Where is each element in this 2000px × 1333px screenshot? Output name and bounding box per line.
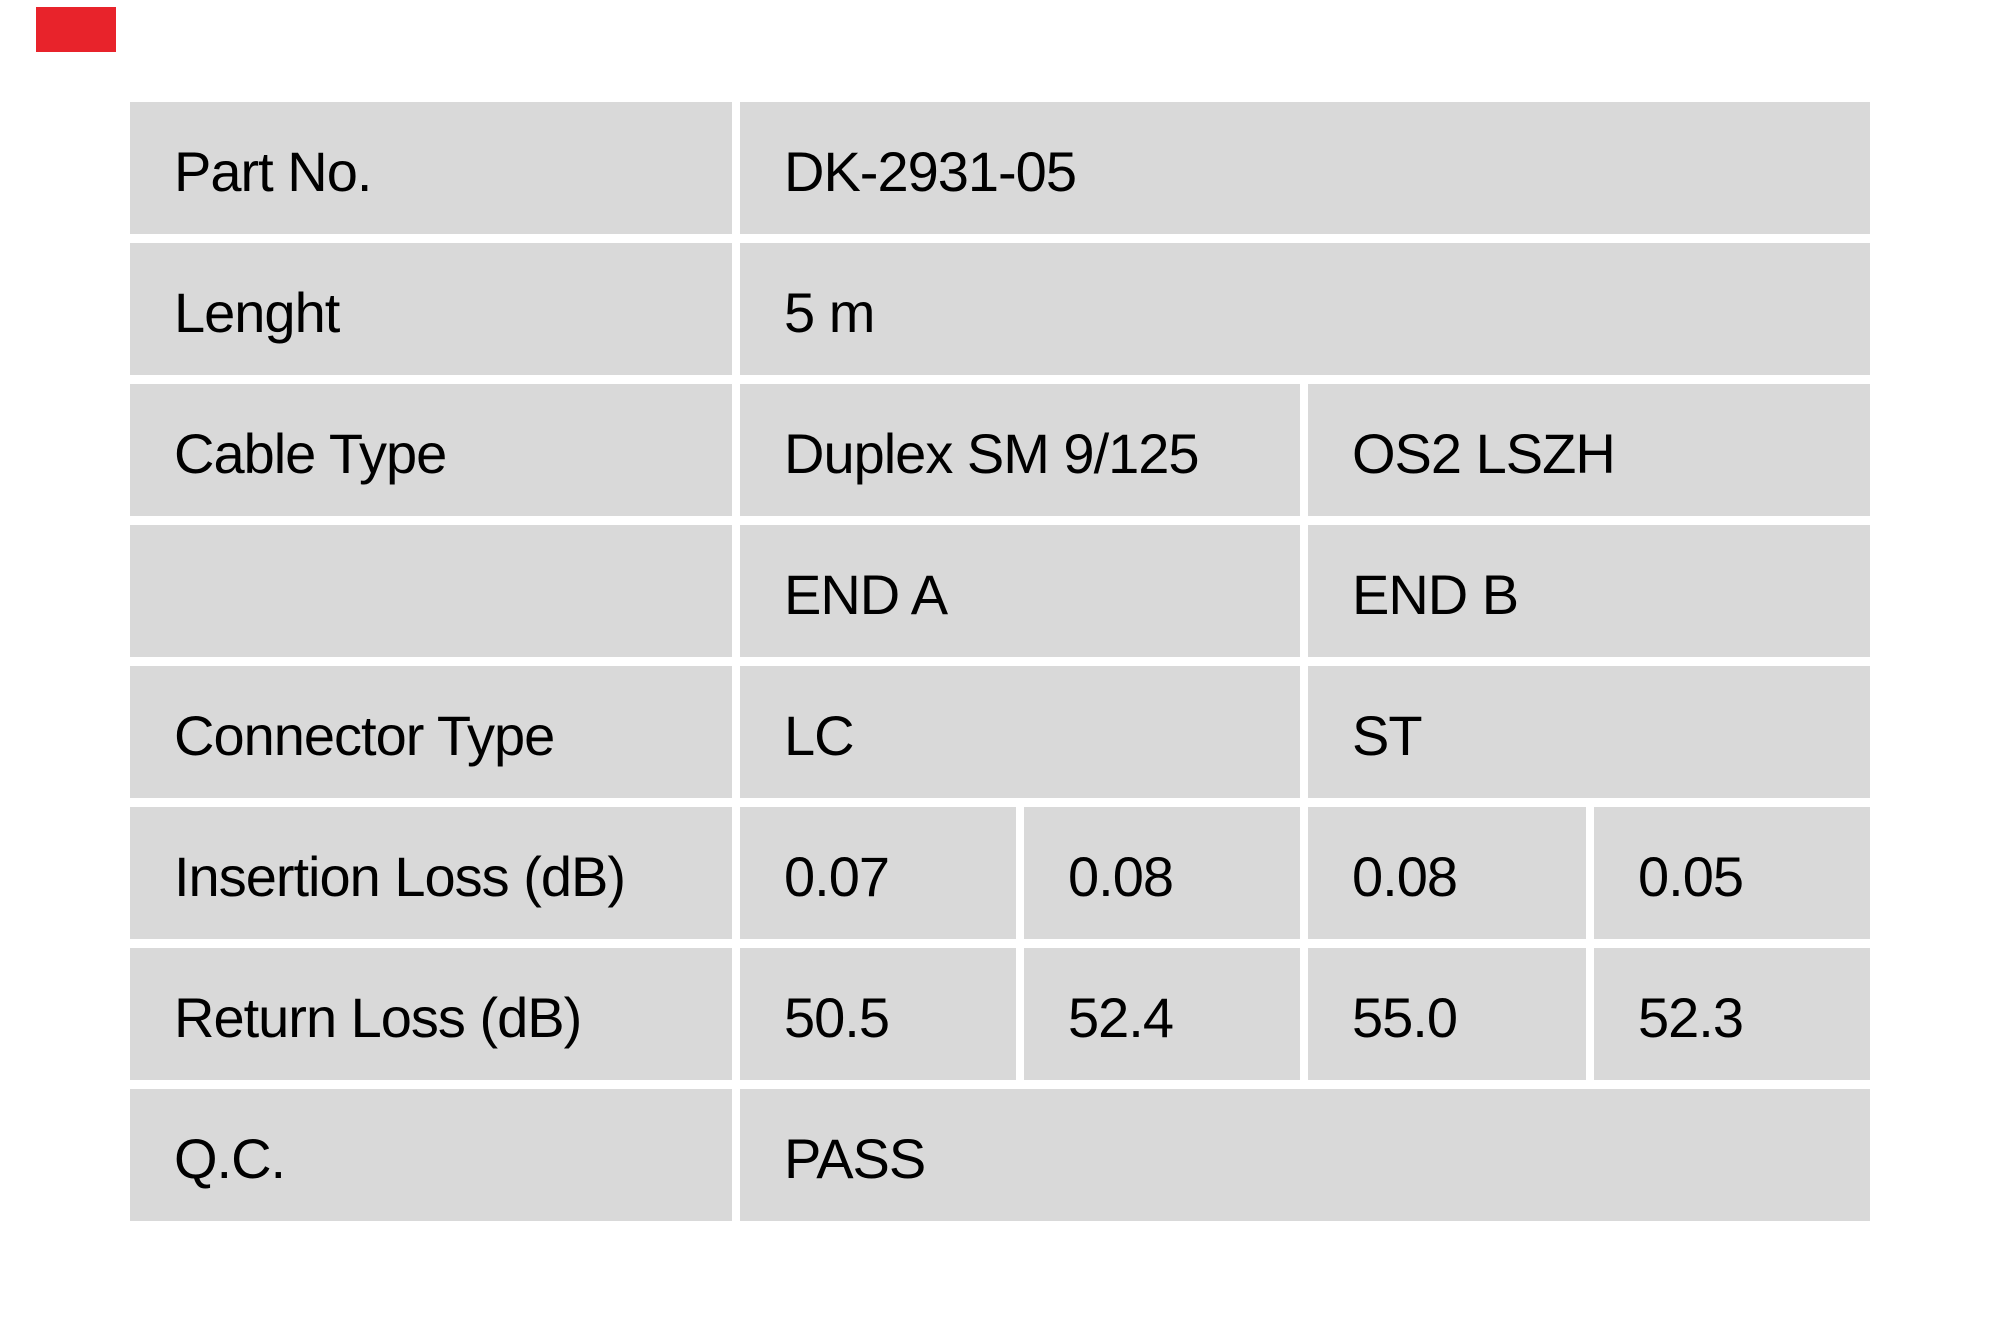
- qc-value-cell: PASS: [740, 1089, 1870, 1221]
- cable-type-value-b-cell: OS2 LSZH: [1308, 384, 1870, 516]
- return-loss-end-b2-cell: 52.3: [1594, 948, 1870, 1080]
- part-no-value-cell: DK-2931-05: [740, 102, 1870, 234]
- return-loss-end-b1-cell: 55.0: [1308, 948, 1586, 1080]
- cable-type-value-a-cell: Duplex SM 9/125: [740, 384, 1300, 516]
- return-loss-label-cell: Return Loss (dB): [130, 948, 732, 1080]
- insertion-loss-end-b1-cell: 0.08: [1308, 807, 1586, 939]
- brand-red-mark: [36, 7, 116, 52]
- ends-empty-label-cell: [130, 525, 732, 657]
- insertion-loss-label-cell: Insertion Loss (dB): [130, 807, 732, 939]
- end-a-header-cell: END A: [740, 525, 1300, 657]
- connector-type-end-b-cell: ST: [1308, 666, 1870, 798]
- part-no-label-cell: Part No.: [130, 102, 732, 234]
- return-loss-end-a2-cell: 52.4: [1024, 948, 1300, 1080]
- length-value-cell: 5 m: [740, 243, 1870, 375]
- length-label-cell: Lenght: [130, 243, 732, 375]
- connector-type-label-cell: Connector Type: [130, 666, 732, 798]
- connector-type-end-a-cell: LC: [740, 666, 1300, 798]
- end-b-header-cell: END B: [1308, 525, 1870, 657]
- return-loss-end-a1-cell: 50.5: [740, 948, 1016, 1080]
- insertion-loss-end-b2-cell: 0.05: [1594, 807, 1870, 939]
- cable-type-label-cell: Cable Type: [130, 384, 732, 516]
- insertion-loss-end-a2-cell: 0.08: [1024, 807, 1300, 939]
- qc-label-cell: Q.C.: [130, 1089, 732, 1221]
- spec-table: Part No. DK-2931-05 Lenght 5 m Cable Typ…: [130, 102, 1870, 1222]
- insertion-loss-end-a1-cell: 0.07: [740, 807, 1016, 939]
